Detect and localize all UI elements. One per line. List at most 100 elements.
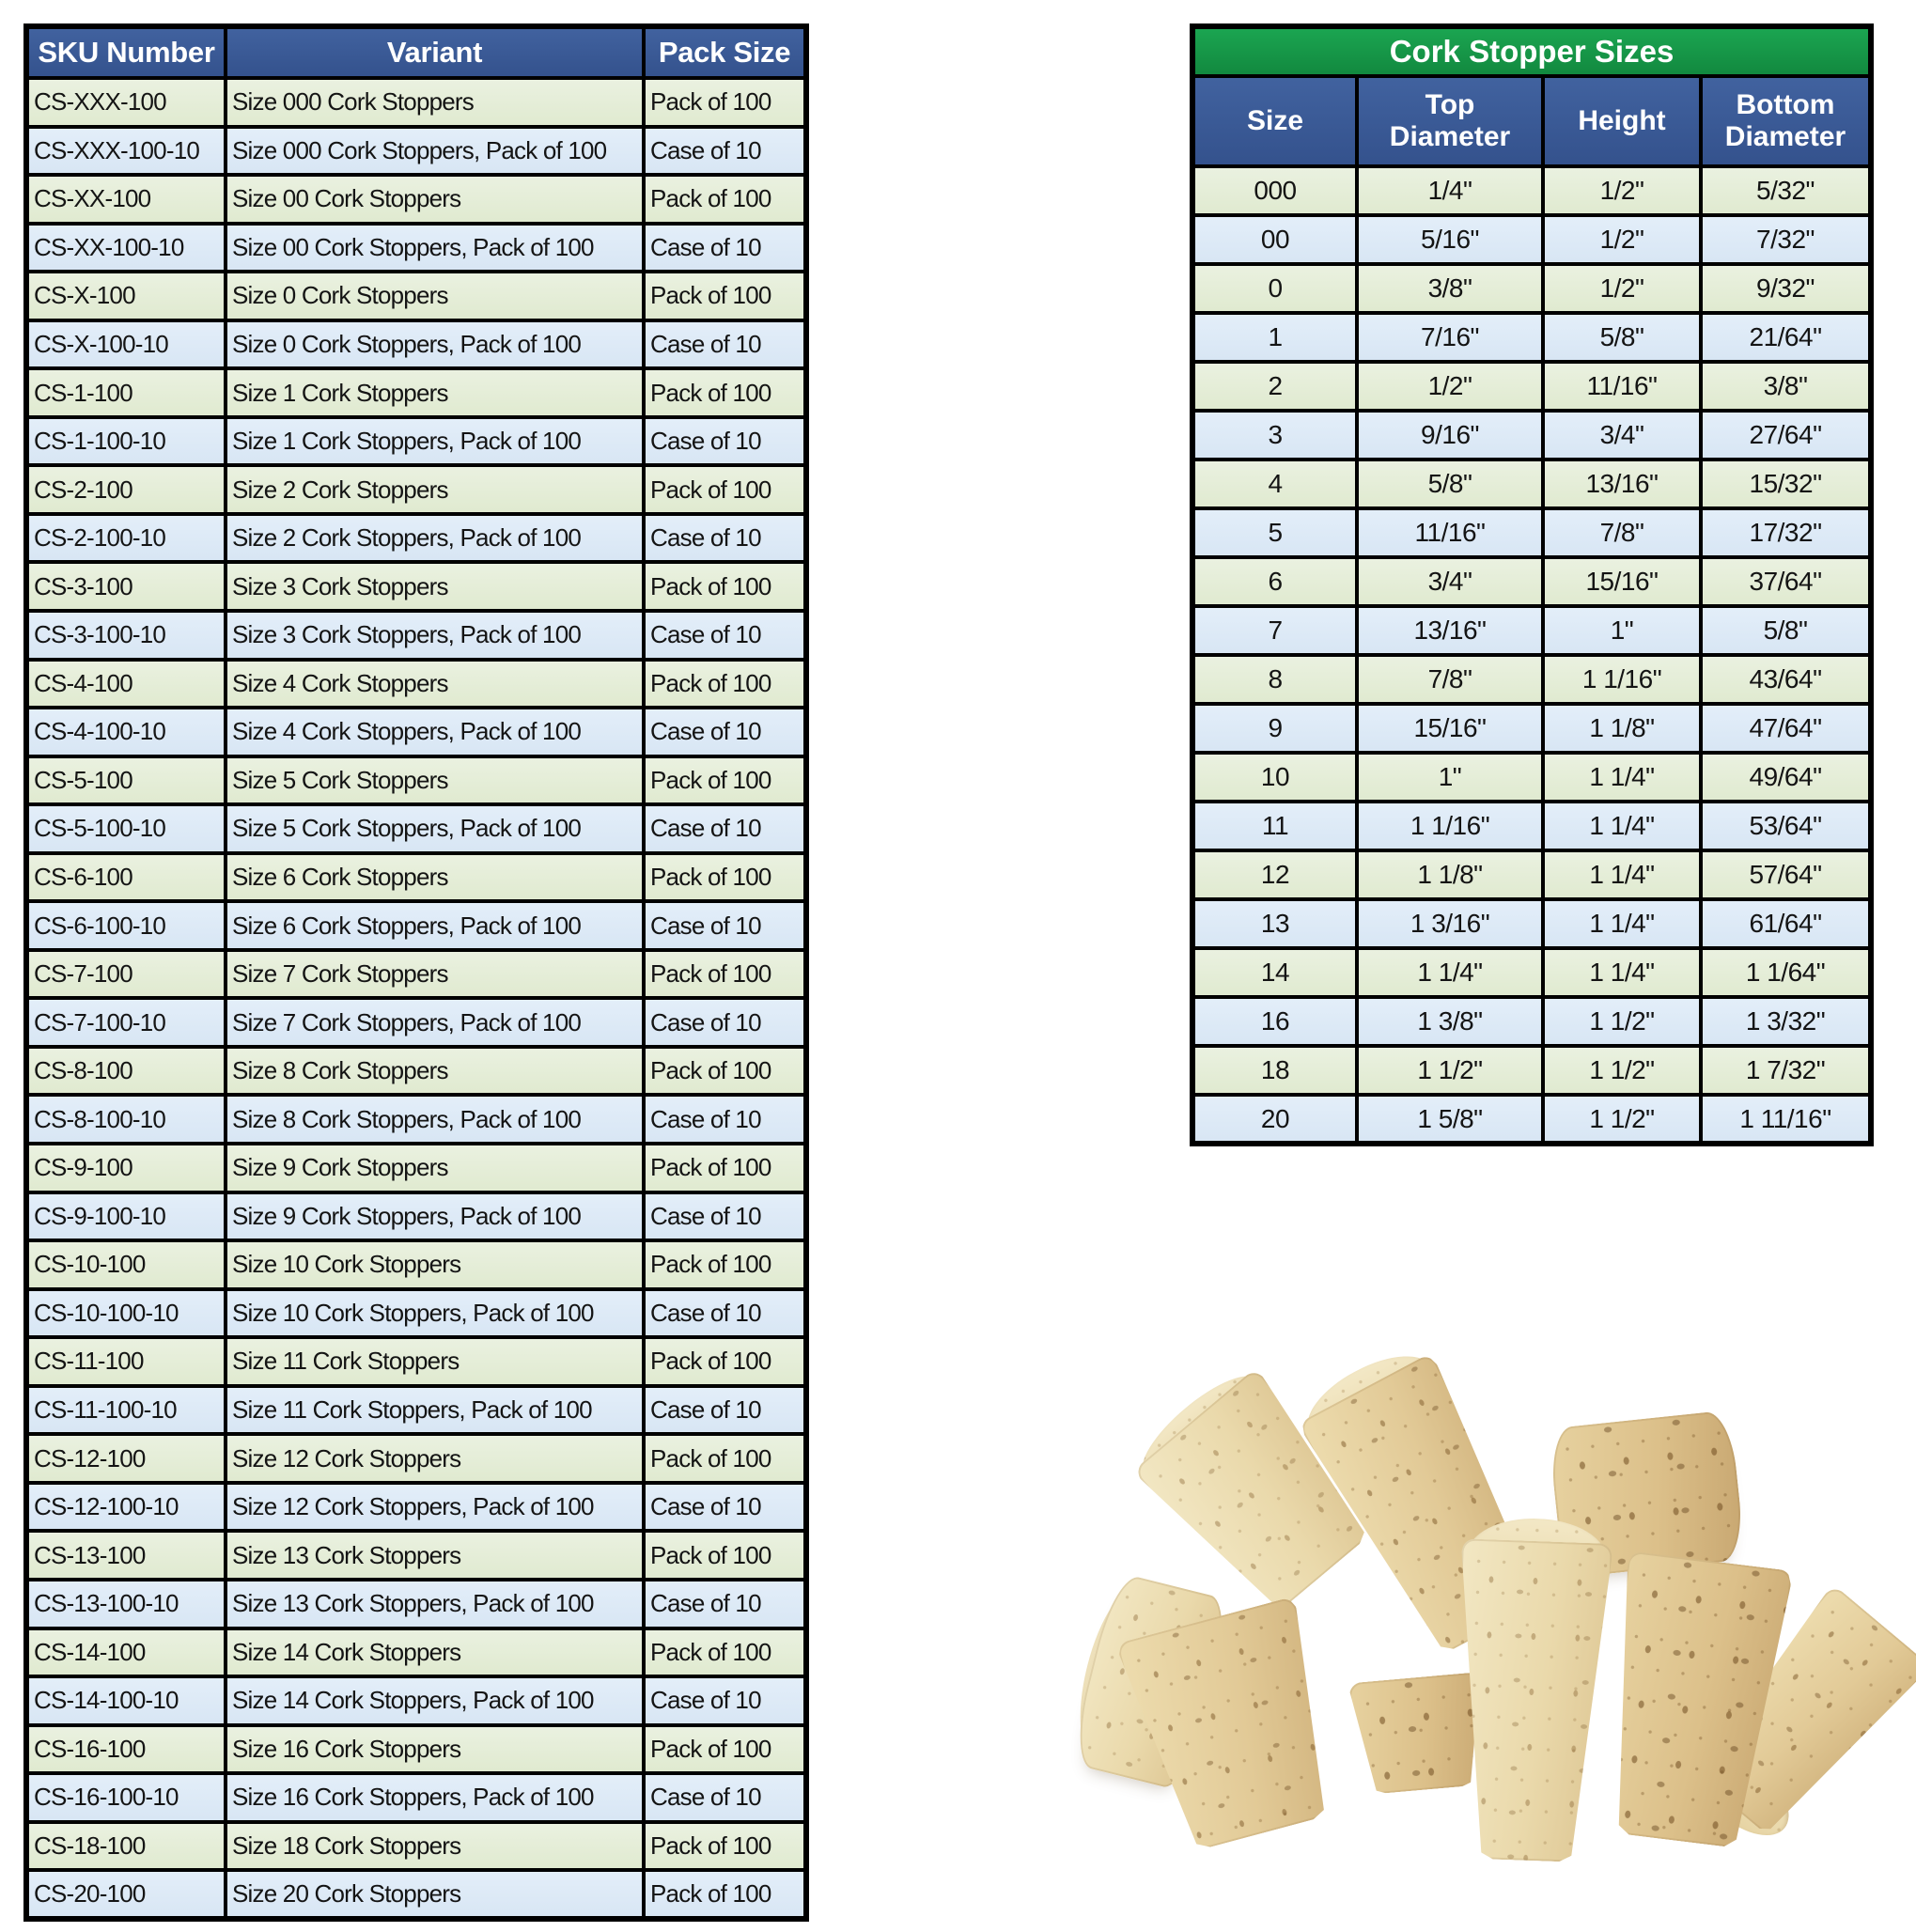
cell: CS-9-100 <box>24 1142 227 1194</box>
cell: 5/16" <box>1355 213 1545 266</box>
cell: Size 5 Cork Stoppers <box>224 754 646 807</box>
cell: 1 1/8" <box>1355 849 1545 901</box>
cell: Size 000 Cork Stoppers <box>224 76 646 129</box>
size-chart-body: 000 1/4" 1/2" 5/32" 00 5/16" 1/2" 7/32" 0 3/8" 1/2… <box>1191 164 1874 1145</box>
cell: 3/8" <box>1355 262 1545 315</box>
table-row: CS-4-100-10 Size 4 Cork Stoppers, Pack of… <box>24 706 808 758</box>
table-row: CS-20-100 Size 20 Cork Stoppers Pack of 10… <box>24 1868 808 1921</box>
cell: 11/16" <box>1541 360 1703 413</box>
cell: 9/32" <box>1698 262 1874 315</box>
table-row: CS-12-100 Size 12 Cork Stoppers Pack of 10… <box>24 1432 808 1485</box>
cell: Size 10 Cork Stoppers <box>224 1239 646 1291</box>
cell: 1 3/16" <box>1355 897 1545 950</box>
table-row: 7 13/16" 1" 5/8" <box>1191 604 1874 657</box>
table-row: CS-3-100-10 Size 3 Cork Stoppers, Pack of… <box>24 609 808 662</box>
cell: 15/16" <box>1355 702 1545 755</box>
cell: 3/4" <box>1355 555 1545 608</box>
cell: CS-4-100-10 <box>24 706 227 758</box>
cell: 7 <box>1191 604 1359 657</box>
size-chart-header-row: Size Top Diameter Height Bottom Diameter <box>1191 74 1874 168</box>
cell: Pack of 100 <box>642 1335 808 1388</box>
cell: Size 2 Cork Stoppers, Pack of 100 <box>224 511 646 565</box>
cell: Case of 10 <box>642 996 808 1049</box>
table-row: 10 1" 1 1/4" 49/64" <box>1191 751 1874 803</box>
cell: CS-14-100 <box>24 1626 227 1679</box>
cell: 1 <box>1191 311 1359 364</box>
cell: 1 1/2" <box>1541 995 1703 1048</box>
cell: CS-9-100-10 <box>24 1190 227 1243</box>
cell: 14 <box>1191 946 1359 999</box>
cell: Size 11 Cork Stoppers <box>224 1335 646 1388</box>
cell: Case of 10 <box>642 1190 808 1243</box>
cell: 1/4" <box>1355 164 1545 217</box>
table-row: 13 1 3/16" 1 1/4" 61/64" <box>1191 897 1874 950</box>
cell: CS-14-100-10 <box>24 1675 227 1727</box>
cell: Case of 10 <box>642 1286 808 1340</box>
table-row: 4 5/8" 13/16" 15/32" <box>1191 458 1874 510</box>
cell: 53/64" <box>1698 800 1874 852</box>
cell: CS-7-100-10 <box>24 996 227 1049</box>
table-row: CS-7-100 Size 7 Cork Stoppers Pack of 100 <box>24 947 808 1001</box>
cell: Case of 10 <box>642 802 808 855</box>
cell: Pack of 100 <box>642 1432 808 1485</box>
cell: 8 <box>1191 653 1359 706</box>
cell: Case of 10 <box>642 1480 808 1534</box>
cell: CS-1-100 <box>24 366 227 419</box>
cell: Pack of 100 <box>642 754 808 807</box>
table-row: 16 1 3/8" 1 1/2" 1 3/32" <box>1191 995 1874 1048</box>
cell: 11/16" <box>1355 506 1545 559</box>
table-row: CS-5-100-10 Size 5 Cork Stoppers, Pack of… <box>24 802 808 855</box>
cell: 27/64" <box>1698 409 1874 461</box>
table-row: CS-10-100-10 Size 10 Cork Stoppers, Pack … <box>24 1286 808 1340</box>
table-row: 12 1 1/8" 1 1/4" 57/64" <box>1191 849 1874 901</box>
cell: Size 0 Cork Stoppers <box>224 270 646 322</box>
size-header: Size <box>1191 74 1359 168</box>
cell: Pack of 100 <box>642 76 808 129</box>
table-row: CS-2-100 Size 2 Cork Stoppers Pack of 100 <box>24 463 808 516</box>
cell: CS-13-100-10 <box>24 1577 227 1630</box>
sku-number-header: SKU Number <box>24 24 227 80</box>
cell: CS-10-100-10 <box>24 1286 227 1340</box>
table-row: CS-13-100 Size 13 Cork Stoppers Pack of 10… <box>24 1529 808 1581</box>
table-row: CS-14-100-10 Size 14 Cork Stoppers, Pack … <box>24 1675 808 1727</box>
cork-stopper-illustration <box>1451 1538 1612 1862</box>
cell: 1 1/2" <box>1355 1044 1545 1097</box>
cell: Case of 10 <box>642 414 808 468</box>
table-row: CS-9-100-10 Size 9 Cork Stoppers, Pack of… <box>24 1190 808 1243</box>
bottom-diameter-header: Bottom Diameter <box>1698 74 1874 168</box>
cell: Pack of 100 <box>642 947 808 1001</box>
cell: Case of 10 <box>642 221 808 274</box>
table-row: 6 3/4" 15/16" 37/64" <box>1191 555 1874 608</box>
cell: 3/8" <box>1698 360 1874 413</box>
cell: Size 9 Cork Stoppers, Pack of 100 <box>224 1190 646 1243</box>
cell: CS-5-100 <box>24 754 227 807</box>
table-row: CS-X-100 Size 0 Cork Stoppers Pack of 100 <box>24 270 808 322</box>
cell: Case of 10 <box>642 124 808 178</box>
cell: 1 7/32" <box>1698 1044 1874 1097</box>
size-chart-table: Cork Stopper Sizes Size Top Diameter Hei… <box>1190 23 1875 1146</box>
cell: Size 6 Cork Stoppers, Pack of 100 <box>224 899 646 952</box>
cell: 1/2" <box>1541 262 1703 315</box>
cell: 13/16" <box>1541 458 1703 510</box>
cell: Size 13 Cork Stoppers, Pack of 100 <box>224 1577 646 1630</box>
cell: CS-6-100 <box>24 850 227 904</box>
cell: 16 <box>1191 995 1359 1048</box>
cell: 7/8" <box>1541 506 1703 559</box>
table-row: 3 9/16" 3/4" 27/64" <box>1191 409 1874 461</box>
cell: Size 5 Cork Stoppers, Pack of 100 <box>224 802 646 855</box>
cell: 7/16" <box>1355 311 1545 364</box>
cell: 5/8" <box>1355 458 1545 510</box>
cell: Pack of 100 <box>642 173 808 226</box>
cell: 1 1/16" <box>1541 653 1703 706</box>
cell: Pack of 100 <box>642 1819 808 1873</box>
cell: Case of 10 <box>642 1771 808 1824</box>
cell: 43/64" <box>1698 653 1874 706</box>
cell: 1/2" <box>1541 213 1703 266</box>
cell: 5/8" <box>1541 311 1703 364</box>
cell: Size 8 Cork Stoppers <box>224 1044 646 1098</box>
table-row: 9 15/16" 1 1/8" 47/64" <box>1191 702 1874 755</box>
cell: 7/32" <box>1698 213 1874 266</box>
table-row: 11 1 1/16" 1 1/4" 53/64" <box>1191 800 1874 852</box>
cell: 61/64" <box>1698 897 1874 950</box>
cell: 9 <box>1191 702 1359 755</box>
